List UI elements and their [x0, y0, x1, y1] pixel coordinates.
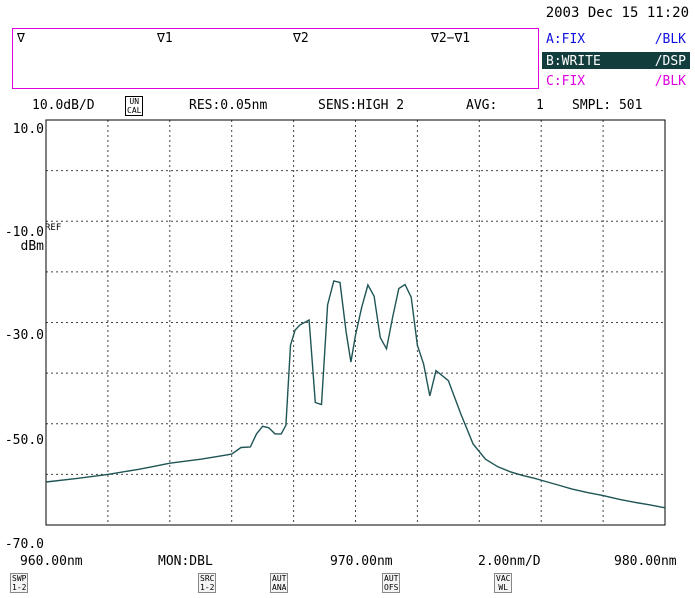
scale-label: 10.0dB/D	[32, 98, 95, 113]
trace-marks	[45, 280, 666, 509]
softkey-line-1: AUT	[272, 574, 287, 583]
plot-frame	[45, 119, 666, 526]
uncal-line-1: UN	[129, 97, 140, 106]
x-label-center: 970.00nm	[330, 554, 393, 569]
trace-b-label: B:WRITE	[546, 54, 601, 69]
sensitivity-label: SENS:HIGH 2	[318, 98, 405, 113]
datetime: 2003 Dec 15 11:20	[545, 5, 689, 21]
softkey-line-2: 1-2	[200, 583, 215, 592]
ref-label: REF	[45, 223, 61, 233]
marker-1-label: ∇1	[157, 31, 173, 46]
averaging-value: 1	[536, 98, 544, 113]
softkey-line-1: SWP	[12, 574, 27, 583]
softkey-line-2: 1-2	[12, 583, 27, 592]
trace-a-mode: /BLK	[654, 32, 686, 47]
marker-delta-label: ∇2−∇1	[431, 31, 471, 46]
sampling-label: SMPL: 501	[572, 98, 643, 113]
plot-grid	[46, 120, 665, 525]
uncal-line-2: CAL	[127, 106, 142, 115]
spectrum-trace-line	[45, 280, 666, 509]
marker-box: ∇ ∇1 ∇2 ∇2−∇1	[12, 28, 539, 89]
auto-offset-softkey[interactable]: AUT OFS	[382, 573, 401, 593]
averaging-label: AVG:	[466, 98, 498, 113]
trace-b-mode: /DSP	[654, 54, 686, 69]
softkey-line-1: AUT	[384, 574, 399, 583]
vacuum-wavelength-softkey[interactable]: VAC WL	[494, 573, 513, 593]
x-label-start: 960.00nm	[20, 554, 83, 569]
softkey-line-2: ANA	[272, 583, 287, 592]
softkey-line-2: OFS	[384, 583, 399, 592]
y-label-mid: -30.0	[5, 328, 44, 343]
trace-c-label: C:FIX	[546, 74, 586, 89]
x-label-end: 980.00nm	[614, 554, 677, 569]
marker-label: ∇	[17, 31, 25, 46]
marker-2-label: ∇2	[293, 31, 309, 46]
softkey-line-2: WL	[498, 583, 509, 592]
monitor-label: MON:DBL	[158, 554, 213, 569]
trace-a-label: A:FIX	[546, 32, 586, 47]
unit-label: dBm	[21, 239, 45, 254]
trace-a-row[interactable]: A:FIX /BLK	[542, 30, 690, 47]
trace-c-row[interactable]: C:FIX /BLK	[542, 72, 690, 89]
source-1-2-softkey[interactable]: SRC 1-2	[198, 573, 217, 593]
trace-b-row[interactable]: B:WRITE /DSP	[542, 52, 690, 69]
resolution-label: RES:0.05nm	[189, 98, 268, 113]
y-label-ref: -10.0	[5, 225, 44, 240]
y-label-bottom: -70.0	[5, 537, 44, 552]
sweep-1-2-softkey[interactable]: SWP 1-2	[10, 573, 29, 593]
y-label-low: -50.0	[5, 433, 44, 448]
x-span-label: 2.00nm/D	[478, 554, 541, 569]
softkey-line-1: SRC	[200, 574, 215, 583]
auto-analysis-softkey[interactable]: AUT ANA	[270, 573, 289, 593]
y-label-top: 10.0	[13, 122, 44, 137]
trace-c-mode: /BLK	[654, 74, 686, 89]
uncal-badge: UN CAL	[125, 96, 144, 116]
softkey-line-1: VAC	[496, 574, 511, 583]
